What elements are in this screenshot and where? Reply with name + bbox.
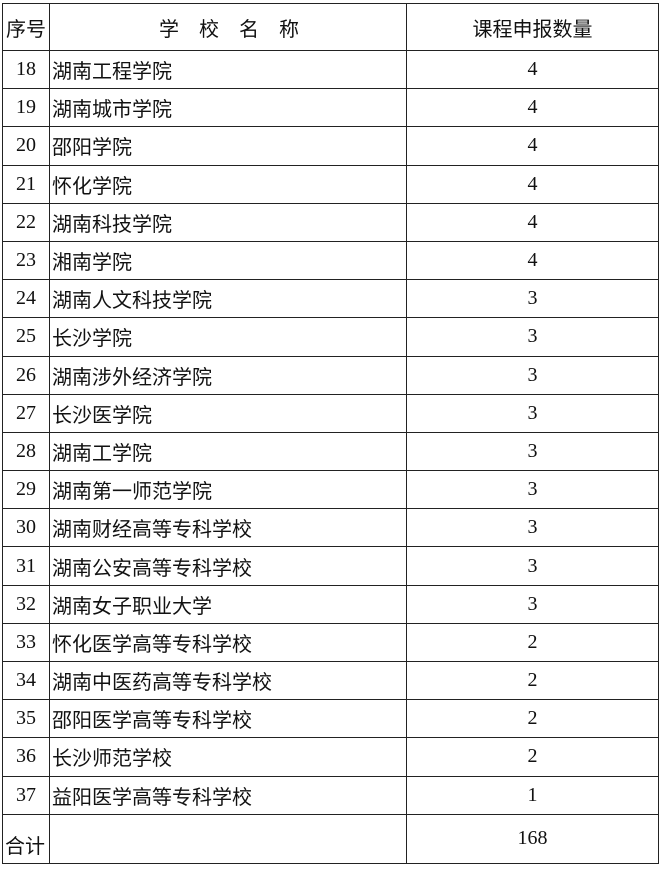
row-course-count: 3 <box>406 470 659 510</box>
table-row: 26 湖南涉外经济学院 3 <box>2 355 659 395</box>
row-index: 35 <box>2 699 50 739</box>
row-school-name: 湖南科技学院 <box>49 202 407 242</box>
school-course-table: 序号 学 校 名 称 课程申报数量 18 湖南工程学院 4 19 湖南城市学院 4 20 邵阳… <box>2 3 659 864</box>
row-index: 32 <box>2 584 50 624</box>
row-course-count: 4 <box>406 126 659 166</box>
row-course-count: 4 <box>406 240 659 281</box>
row-school-name: 长沙医学院 <box>49 393 407 433</box>
row-course-count: 2 <box>406 737 659 777</box>
row-school-name: 湖南女子职业大学 <box>49 584 407 624</box>
row-index: 36 <box>2 737 50 777</box>
table-row: 20 邵阳学院 4 <box>2 126 659 166</box>
table-row: 24 湖南人文科技学院 3 <box>2 279 659 319</box>
total-empty-cell <box>49 813 407 864</box>
row-index: 37 <box>2 775 50 815</box>
row-course-count: 4 <box>406 202 659 242</box>
row-index: 25 <box>2 317 50 357</box>
row-index: 34 <box>2 660 50 701</box>
row-school-name: 湖南公安高等专科学校 <box>49 546 407 586</box>
row-index: 21 <box>2 164 50 204</box>
row-index: 31 <box>2 546 50 586</box>
row-school-name: 湖南财经高等专科学校 <box>49 508 407 548</box>
row-index: 28 <box>2 431 50 472</box>
table-row: 23 湘南学院 4 <box>2 240 659 281</box>
row-school-name: 湖南工学院 <box>49 431 407 472</box>
table-row: 19 湖南城市学院 4 <box>2 88 659 128</box>
total-count: 168 <box>406 813 659 864</box>
row-course-count: 2 <box>406 699 659 739</box>
row-course-count: 2 <box>406 660 659 701</box>
row-school-name: 益阳医学高等专科学校 <box>49 775 407 815</box>
row-course-count: 3 <box>406 546 659 586</box>
row-course-count: 3 <box>406 393 659 433</box>
table-row: 37 益阳医学高等专科学校 1 <box>2 775 659 815</box>
total-label: 合计 <box>2 813 50 864</box>
row-index: 29 <box>2 470 50 510</box>
row-course-count: 3 <box>406 508 659 548</box>
row-index: 20 <box>2 126 50 166</box>
table-header-row: 序号 学 校 名 称 课程申报数量 <box>2 3 659 51</box>
row-course-count: 3 <box>406 431 659 472</box>
table-row: 34 湖南中医药高等专科学校 2 <box>2 660 659 701</box>
row-school-name: 湖南工程学院 <box>49 49 407 90</box>
row-course-count: 4 <box>406 88 659 128</box>
row-index: 33 <box>2 622 50 663</box>
row-school-name: 湖南涉外经济学院 <box>49 355 407 395</box>
row-course-count: 3 <box>406 355 659 395</box>
header-course-count: 课程申报数量 <box>406 3 659 51</box>
row-course-count: 3 <box>406 584 659 624</box>
row-index: 27 <box>2 393 50 433</box>
table-row: 30 湖南财经高等专科学校 3 <box>2 508 659 548</box>
table-row: 32 湖南女子职业大学 3 <box>2 584 659 624</box>
row-school-name: 邵阳医学高等专科学校 <box>49 699 407 739</box>
header-index: 序号 <box>2 3 50 51</box>
table-row: 28 湖南工学院 3 <box>2 431 659 472</box>
table-row: 33 怀化医学高等专科学校 2 <box>2 622 659 663</box>
row-course-count: 4 <box>406 49 659 90</box>
row-course-count: 1 <box>406 775 659 815</box>
row-index: 19 <box>2 88 50 128</box>
row-school-name: 邵阳学院 <box>49 126 407 166</box>
table-row: 29 湖南第一师范学院 3 <box>2 470 659 510</box>
row-school-name: 怀化学院 <box>49 164 407 204</box>
row-course-count: 2 <box>406 622 659 663</box>
row-school-name: 湖南第一师范学院 <box>49 470 407 510</box>
row-index: 30 <box>2 508 50 548</box>
table-row: 27 长沙医学院 3 <box>2 393 659 433</box>
row-school-name: 长沙学院 <box>49 317 407 357</box>
row-course-count: 3 <box>406 279 659 319</box>
table-row: 21 怀化学院 4 <box>2 164 659 204</box>
table-row: 22 湖南科技学院 4 <box>2 202 659 242</box>
row-school-name: 长沙师范学校 <box>49 737 407 777</box>
row-school-name: 湖南人文科技学院 <box>49 279 407 319</box>
row-index: 24 <box>2 279 50 319</box>
row-index: 18 <box>2 49 50 90</box>
row-school-name: 湘南学院 <box>49 240 407 281</box>
row-school-name: 湖南中医药高等专科学校 <box>49 660 407 701</box>
row-course-count: 3 <box>406 317 659 357</box>
header-school-name: 学 校 名 称 <box>49 3 407 51</box>
table-row: 25 长沙学院 3 <box>2 317 659 357</box>
table-row: 18 湖南工程学院 4 <box>2 49 659 90</box>
total-row: 合计 168 <box>2 813 659 864</box>
table-row: 31 湖南公安高等专科学校 3 <box>2 546 659 586</box>
row-course-count: 4 <box>406 164 659 204</box>
row-index: 23 <box>2 240 50 281</box>
row-school-name: 怀化医学高等专科学校 <box>49 622 407 663</box>
table-row: 36 长沙师范学校 2 <box>2 737 659 777</box>
table-row: 35 邵阳医学高等专科学校 2 <box>2 699 659 739</box>
row-index: 22 <box>2 202 50 242</box>
row-school-name: 湖南城市学院 <box>49 88 407 128</box>
row-index: 26 <box>2 355 50 395</box>
